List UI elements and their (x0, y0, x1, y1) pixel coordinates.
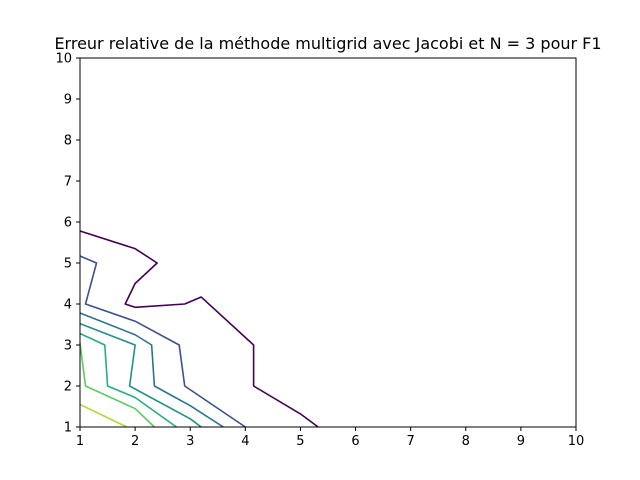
x-tick-label: 1 (76, 434, 84, 449)
y-tick-label: 1 (64, 421, 72, 436)
contour-line-1 (79, 230, 319, 428)
x-tick-label: 6 (351, 434, 359, 449)
contour-line-3 (79, 312, 224, 428)
plot-frame (79, 57, 577, 428)
x-tick-label: 9 (517, 434, 525, 449)
contour-line-4 (79, 322, 202, 428)
contour-line-6 (79, 342, 155, 428)
y-tick-label: 6 (64, 216, 72, 231)
contour-line-2 (79, 255, 246, 428)
y-tick-label: 7 (64, 175, 72, 190)
contour-lines (79, 230, 319, 428)
x-axis: 1 2 3 4 5 6 7 8 9 10 (76, 427, 584, 449)
x-tick-label: 3 (186, 434, 194, 449)
x-tick-label: 8 (462, 434, 470, 449)
contour-line-7 (79, 403, 128, 428)
x-tick-label: 5 (296, 434, 304, 449)
y-tick-label: 2 (64, 380, 72, 395)
x-tick-label: 4 (241, 434, 249, 449)
y-tick-label: 10 (55, 52, 72, 67)
y-axis: 1 2 3 4 5 6 7 8 9 10 (55, 52, 80, 436)
contour-line-5 (79, 332, 177, 428)
x-tick-label: 2 (131, 434, 139, 449)
y-tick-label: 3 (64, 339, 72, 354)
y-tick-label: 9 (64, 93, 72, 108)
y-tick-label: 4 (64, 298, 72, 313)
y-tick-label: 8 (64, 134, 72, 149)
x-tick-label: 7 (407, 434, 415, 449)
x-tick-label: 10 (568, 434, 585, 449)
chart-title: Erreur relative de la méthode multigrid … (54, 34, 601, 53)
y-tick-label: 5 (64, 257, 72, 272)
